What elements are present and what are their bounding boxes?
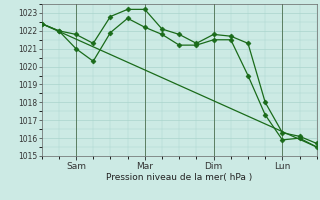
X-axis label: Pression niveau de la mer( hPa ): Pression niveau de la mer( hPa ) bbox=[106, 173, 252, 182]
